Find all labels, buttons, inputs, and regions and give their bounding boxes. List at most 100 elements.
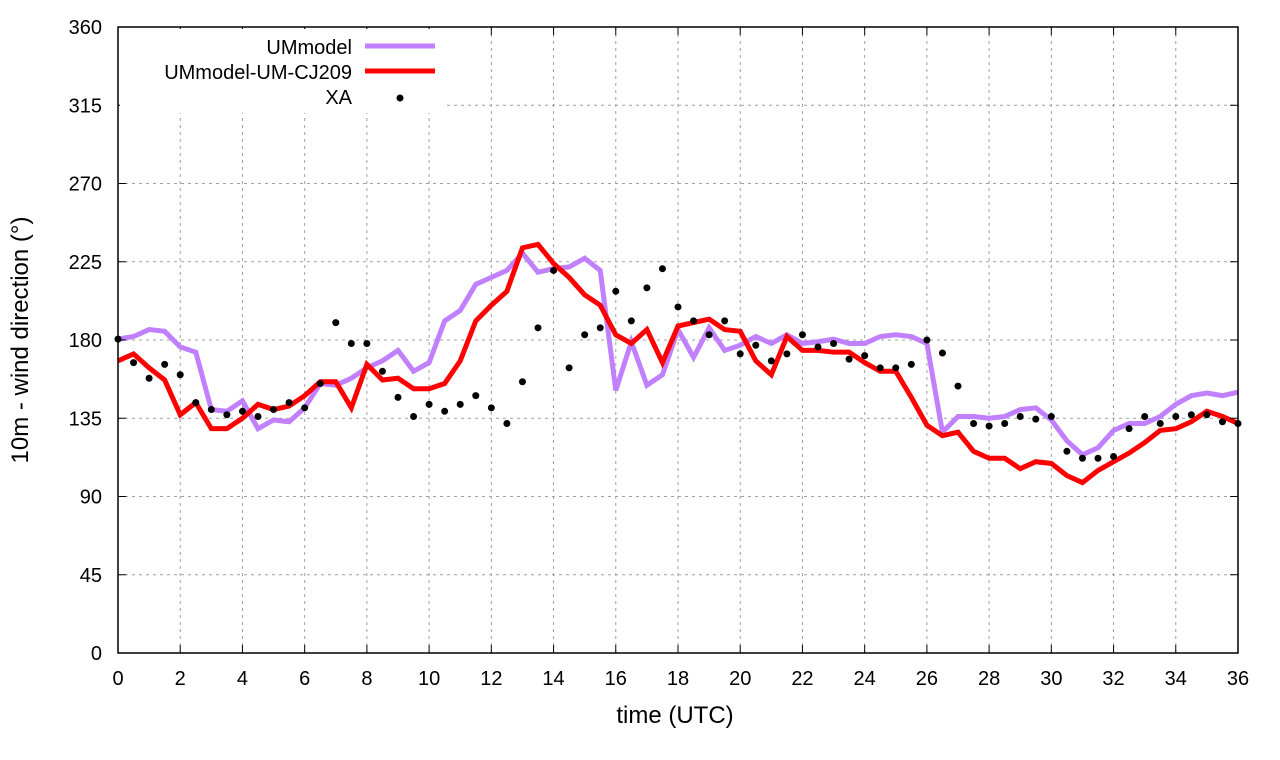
- x-tick-label: 28: [978, 668, 1000, 690]
- data-point-xa: [130, 359, 138, 367]
- data-point-xa: [923, 336, 931, 344]
- data-point-xa: [550, 266, 558, 274]
- data-point-xa: [752, 341, 760, 349]
- data-point-xa: [643, 284, 651, 292]
- y-axis-label: 10m - wind direction (°): [7, 216, 34, 463]
- data-point-xa: [1141, 413, 1149, 421]
- x-tick-label: 30: [1040, 668, 1062, 690]
- data-point-xa: [534, 324, 542, 332]
- series-layer: [114, 241, 1242, 486]
- y-tick-label: 135: [69, 408, 102, 430]
- data-point-xa: [938, 349, 946, 357]
- data-point-xa: [472, 392, 480, 400]
- data-point-xa: [176, 371, 184, 379]
- x-axis-label: time (UTC): [616, 702, 733, 729]
- data-point-xa: [581, 331, 589, 339]
- data-point-xa: [627, 317, 635, 325]
- data-point-xa: [1016, 413, 1024, 421]
- data-point-xa: [301, 404, 309, 412]
- legend: UMmodel UMmodel-UM-CJ209 XA: [120, 29, 446, 113]
- data-point-xa: [207, 406, 215, 414]
- data-point-xa: [721, 317, 729, 325]
- data-point-xa: [1156, 419, 1164, 427]
- x-tick-label: 12: [480, 668, 502, 690]
- x-tick-label: 6: [299, 668, 310, 690]
- data-point-xa: [1125, 425, 1133, 433]
- data-point-xa: [1203, 411, 1211, 419]
- data-point-xa: [394, 393, 402, 401]
- data-point-xa: [425, 400, 433, 408]
- data-point-xa: [1172, 413, 1180, 421]
- data-point-xa: [1078, 454, 1086, 462]
- data-point-xa: [674, 303, 682, 311]
- data-point-xa: [503, 419, 511, 427]
- data-point-xa: [270, 406, 278, 414]
- x-tick-label: 36: [1227, 668, 1249, 690]
- data-point-xa: [410, 413, 418, 421]
- legend-label-ummodel-um-cj209: UMmodel-UM-CJ209: [164, 62, 352, 84]
- data-point-xa: [596, 324, 604, 332]
- legend-label-ummodel: UMmodel: [266, 37, 352, 59]
- data-point-xa: [254, 413, 262, 421]
- data-point-xa: [456, 400, 464, 408]
- data-point-xa: [985, 422, 993, 430]
- data-point-xa: [830, 339, 838, 347]
- data-point-xa: [705, 331, 713, 339]
- data-point-xa: [1001, 419, 1009, 427]
- x-tick-label: 0: [112, 668, 123, 690]
- x-tick-label: 16: [605, 668, 627, 690]
- data-point-xa: [518, 378, 526, 386]
- data-point-xa: [892, 364, 900, 372]
- legend-label-xa: XA: [325, 87, 352, 109]
- data-point-xa: [1110, 453, 1118, 461]
- data-point-xa: [285, 399, 293, 407]
- ticks: 0 2 4 6 8 10 12 14 16 18 20 22 24 26 28 30 32 34 360459013…: [69, 17, 1250, 690]
- y-tick-label: 315: [69, 95, 102, 117]
- x-tick-label: 34: [1165, 668, 1187, 690]
- x-tick-label: 18: [667, 668, 689, 690]
- y-tick-label: 360: [69, 17, 102, 39]
- x-tick-label: 4: [237, 668, 248, 690]
- data-point-xa: [798, 331, 806, 339]
- series-line-ummodel-um-cj209: [116, 241, 1240, 486]
- grid: [118, 27, 1238, 653]
- data-point-xa: [1032, 415, 1040, 423]
- x-tick-label: 20: [729, 668, 751, 690]
- data-point-xa: [565, 364, 573, 372]
- data-point-xa: [1063, 447, 1071, 455]
- data-point-xa: [907, 360, 915, 368]
- x-tick-label: 8: [361, 668, 372, 690]
- x-tick-label: 10: [418, 668, 440, 690]
- x-tick-label: 32: [1102, 668, 1124, 690]
- x-tick-label: 2: [175, 668, 186, 690]
- y-tick-label: 90: [80, 487, 102, 509]
- x-tick-label: 24: [854, 668, 876, 690]
- data-point-xa: [223, 411, 231, 419]
- data-point-xa: [487, 404, 495, 412]
- data-point-xa: [970, 419, 978, 427]
- data-point-xa: [814, 343, 822, 351]
- data-point-xa: [363, 339, 371, 347]
- y-tick-label: 180: [69, 330, 102, 352]
- data-point-xa: [1047, 413, 1055, 421]
- x-tick-label: 22: [791, 668, 813, 690]
- x-tick-label: 14: [542, 668, 564, 690]
- data-point-xa: [783, 350, 791, 358]
- y-tick-label: 225: [69, 252, 102, 274]
- data-point-xa: [347, 339, 355, 347]
- y-tick-label: 45: [80, 565, 102, 587]
- legend-swatch-xa: [396, 94, 404, 102]
- data-point-xa: [612, 287, 620, 295]
- series-line-ummodel: [117, 249, 1239, 458]
- data-point-xa: [161, 360, 169, 368]
- x-tick-label: 26: [916, 668, 938, 690]
- data-point-xa: [767, 357, 775, 365]
- data-point-xa: [690, 317, 698, 325]
- data-point-xa: [876, 364, 884, 372]
- data-point-xa: [736, 350, 744, 358]
- data-point-xa: [316, 379, 324, 387]
- data-point-xa: [658, 265, 666, 273]
- data-point-xa: [861, 352, 869, 360]
- data-point-xa: [954, 382, 962, 390]
